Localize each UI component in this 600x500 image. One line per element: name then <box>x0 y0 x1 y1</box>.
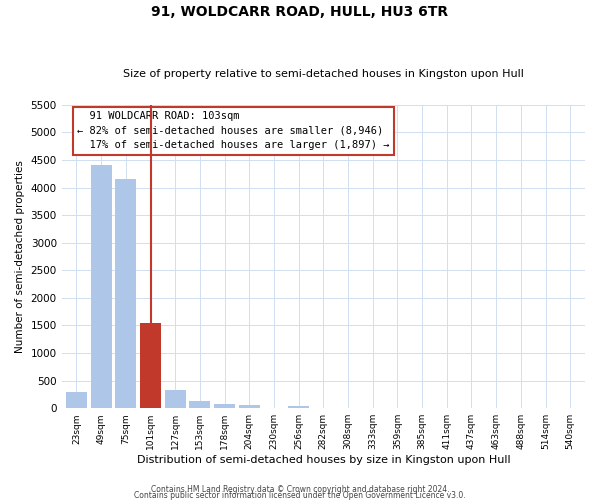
Bar <box>66 392 87 408</box>
Text: Contains public sector information licensed under the Open Government Licence v3: Contains public sector information licen… <box>134 490 466 500</box>
X-axis label: Distribution of semi-detached houses by size in Kingston upon Hull: Distribution of semi-detached houses by … <box>137 455 510 465</box>
Bar <box>165 390 186 408</box>
Y-axis label: Number of semi-detached properties: Number of semi-detached properties <box>15 160 25 353</box>
Bar <box>115 180 136 408</box>
Text: Contains HM Land Registry data © Crown copyright and database right 2024.: Contains HM Land Registry data © Crown c… <box>151 484 449 494</box>
Text: 91 WOLDCARR ROAD: 103sqm
← 82% of semi-detached houses are smaller (8,946)
  17%: 91 WOLDCARR ROAD: 103sqm ← 82% of semi-d… <box>77 111 390 150</box>
Title: Size of property relative to semi-detached houses in Kingston upon Hull: Size of property relative to semi-detach… <box>123 69 524 79</box>
Bar <box>140 322 161 408</box>
Bar <box>239 405 260 408</box>
Bar <box>214 404 235 408</box>
Bar <box>91 166 112 408</box>
Bar <box>288 406 309 408</box>
Text: 91, WOLDCARR ROAD, HULL, HU3 6TR: 91, WOLDCARR ROAD, HULL, HU3 6TR <box>151 5 449 19</box>
Bar <box>190 401 211 408</box>
